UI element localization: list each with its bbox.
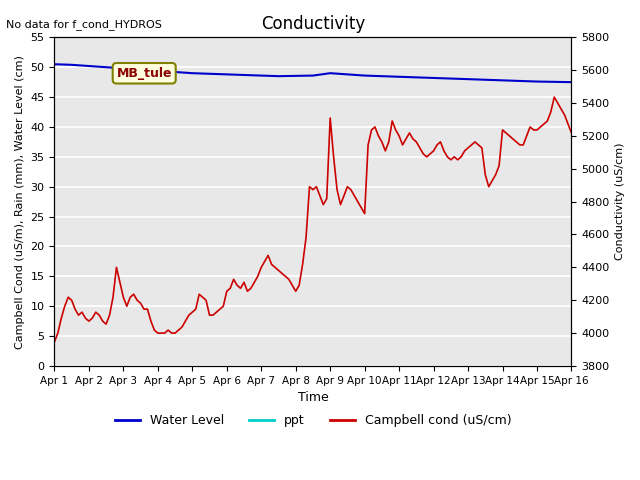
X-axis label: Time: Time	[298, 391, 328, 404]
Legend: Water Level, ppt, Campbell cond (uS/cm): Water Level, ppt, Campbell cond (uS/cm)	[109, 409, 516, 432]
Text: No data for f_cond_HYDROS: No data for f_cond_HYDROS	[6, 19, 163, 30]
Y-axis label: Campbell Cond (uS/m), Rain (mm), Water Level (cm): Campbell Cond (uS/m), Rain (mm), Water L…	[15, 55, 25, 348]
Title: Conductivity: Conductivity	[261, 15, 365, 33]
Y-axis label: Conductivity (uS/cm): Conductivity (uS/cm)	[615, 143, 625, 260]
Text: MB_tule: MB_tule	[116, 67, 172, 80]
